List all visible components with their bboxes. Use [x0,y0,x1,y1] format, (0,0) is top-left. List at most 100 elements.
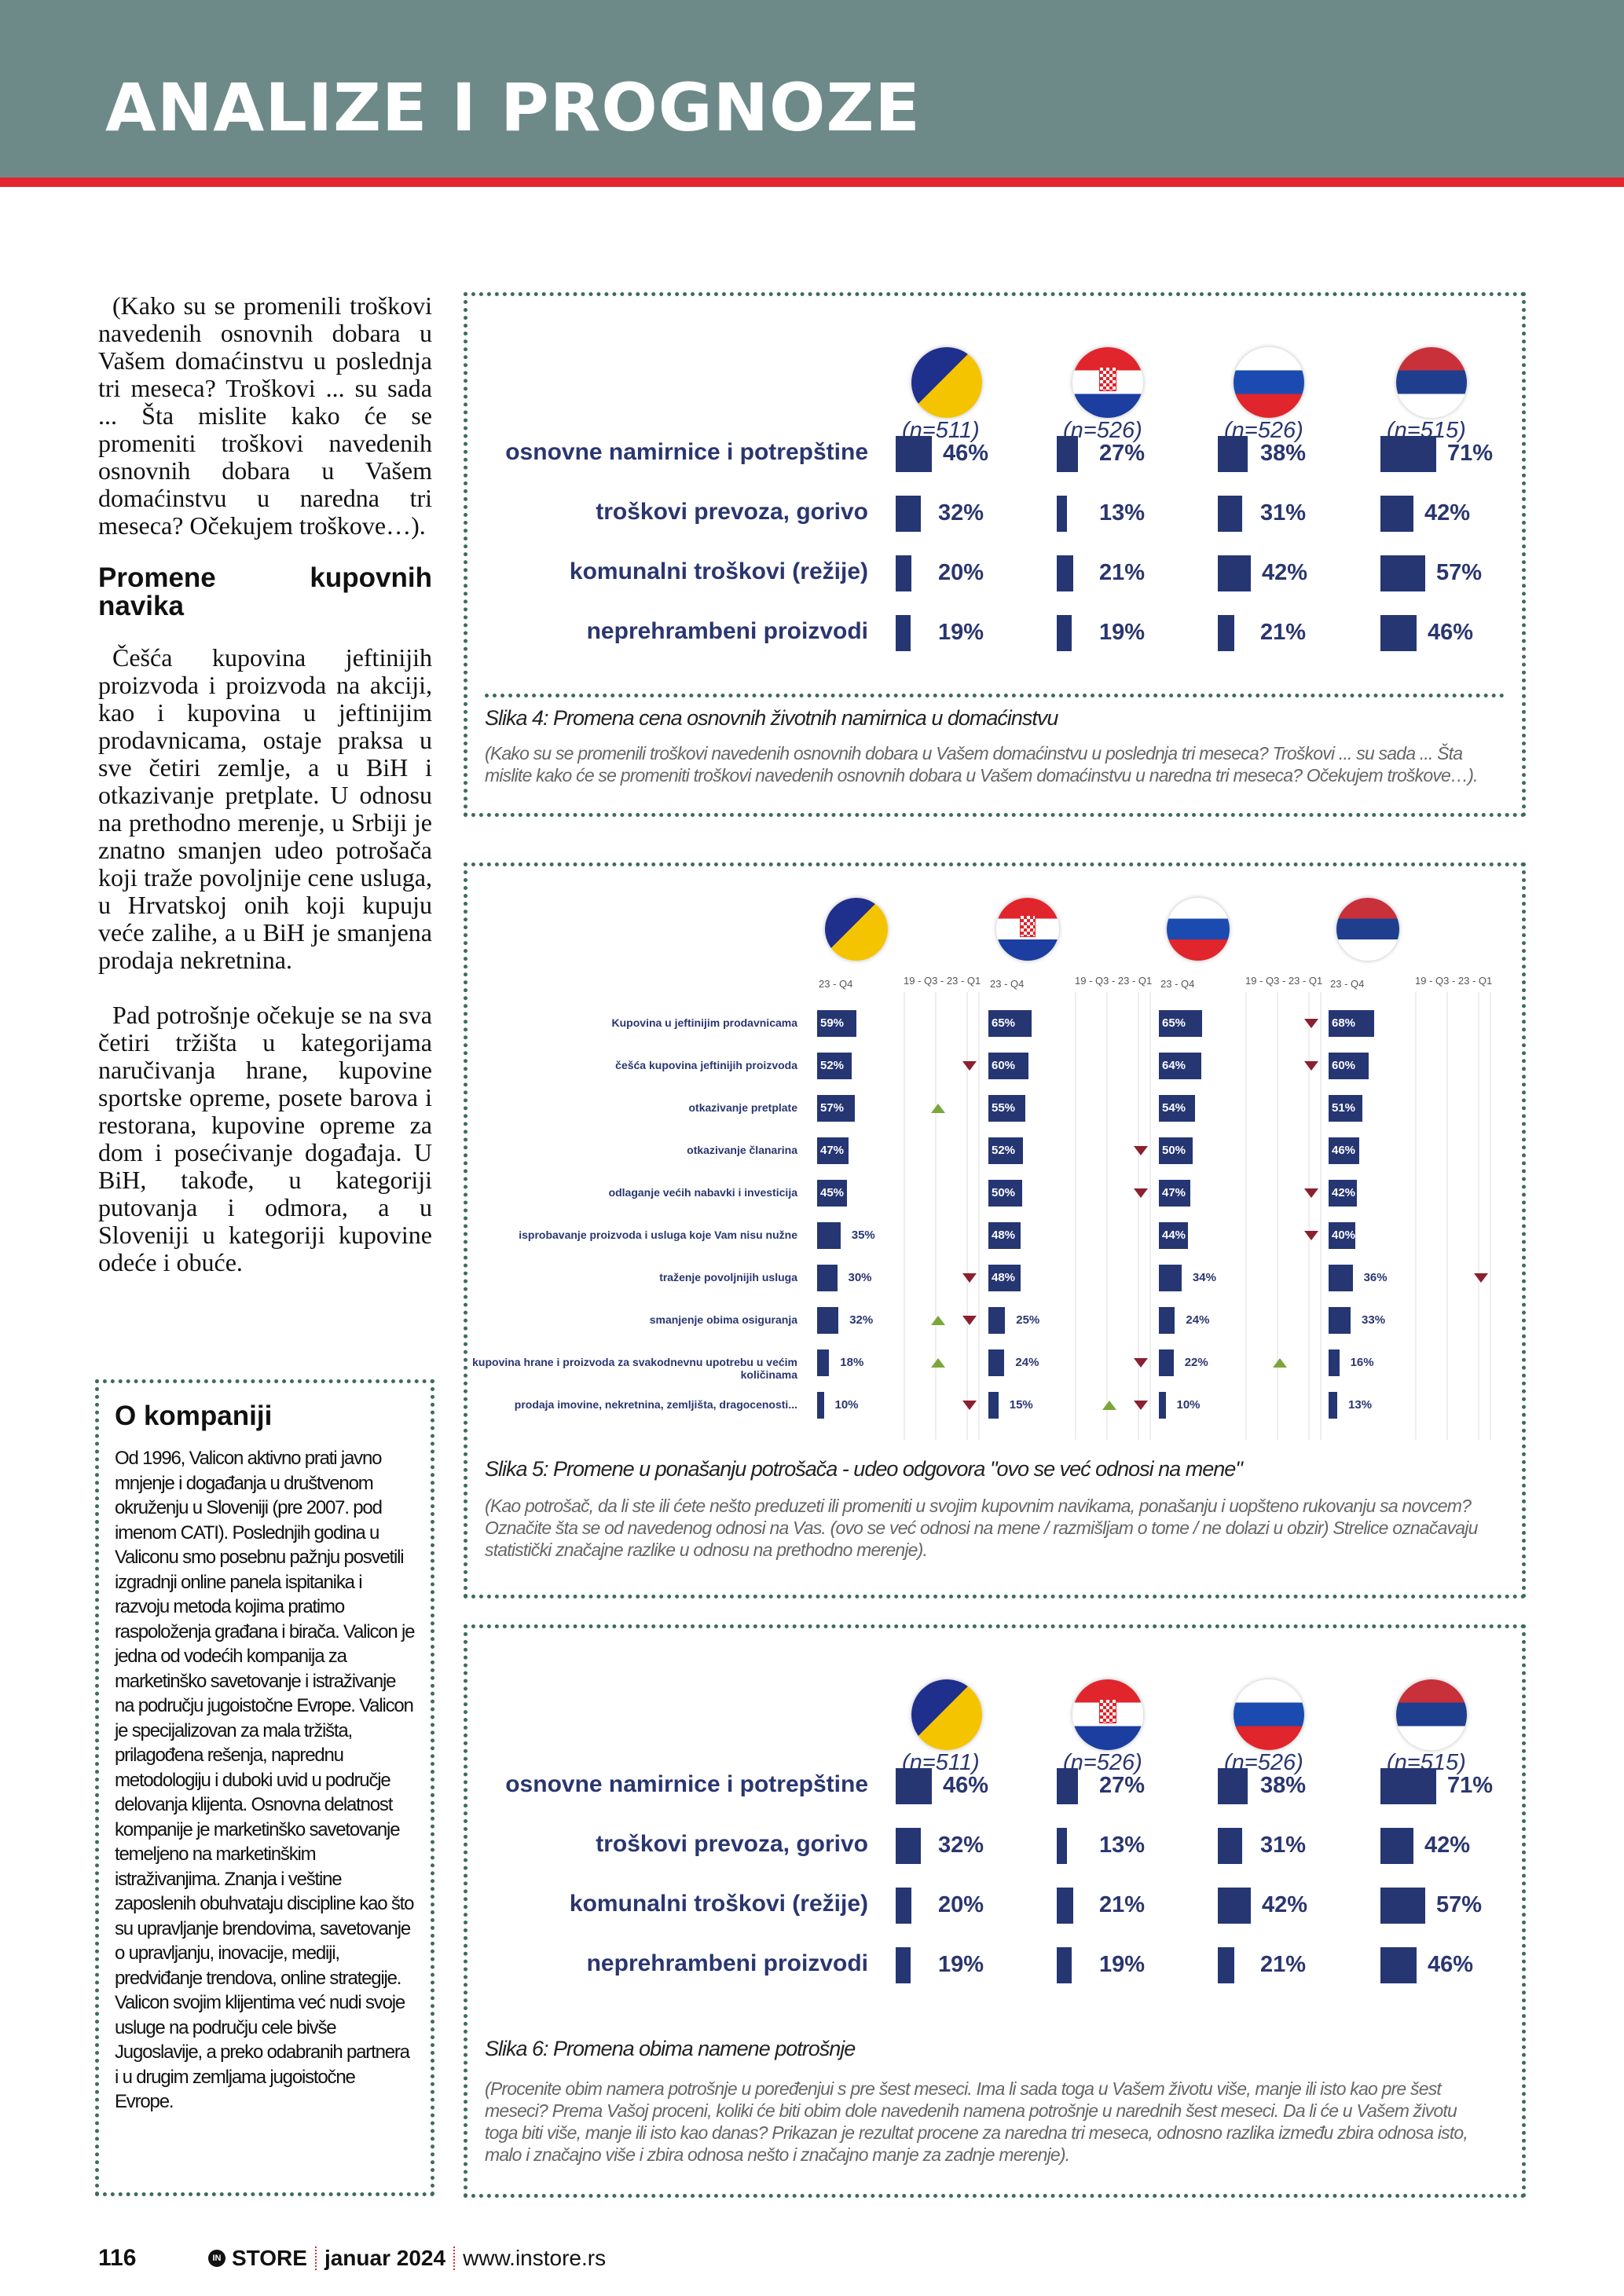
value-label: 44% [1162,1229,1186,1242]
bar [988,1265,1021,1291]
figure-5: 23 - Q4 19 - Q3 - 23 - Q1 59% 52% 57% 47% 45% 3… [464,862,1526,1598]
value-label: 52% [820,1059,845,1072]
bar [896,1888,911,1924]
value-label: 31% [1260,1833,1307,1858]
value-label: 47% [820,1144,845,1157]
bar [817,1265,838,1291]
value-label: 30% [848,1271,872,1284]
value-label: 10% [834,1398,859,1412]
brand-name: STORE [232,2246,307,2270]
bar [817,1137,849,1164]
bar [1218,615,1234,651]
website-link[interactable]: www.instore.rs [463,2246,607,2270]
value-label: 46% [1428,620,1474,645]
bar [1329,1307,1351,1334]
change-header: 19 - Q3 - 23 - Q1 [1415,975,1493,987]
arrow-down-icon [1474,1273,1488,1283]
value-label: 59% [820,1016,845,1030]
change-header: 19 - Q3 - 23 - Q1 [1075,975,1153,987]
value-label: 16% [1350,1356,1374,1369]
bar [817,1180,848,1207]
bar [988,1392,999,1419]
value-label: 52% [992,1144,1016,1157]
value-label: 21% [1099,560,1146,585]
bar [1057,1947,1072,1983]
page-number: 116 [98,2245,137,2271]
category-label: komunalni troškovi (režije) [569,558,868,584]
bar [896,555,911,591]
bar [1329,1137,1360,1164]
footer: 116 IN STORE januar 2024 www.instore.rs [98,2245,606,2272]
value-label: 47% [1162,1186,1186,1199]
value-label: 65% [1162,1016,1186,1030]
value-label: 19% [938,1952,984,1977]
value-label: 45% [820,1186,845,1199]
category-label: troškovi prevoza, gorivo [596,499,868,525]
period-header: 23 - Q4 [819,978,853,990]
flag-slovenia-icon [1167,898,1230,961]
gridline [1138,992,1139,1440]
value-label: 19% [1099,1952,1146,1977]
value-label: 20% [938,1892,984,1917]
value-label: 60% [992,1059,1016,1072]
flag-croatia-icon [1072,347,1143,418]
bar [1380,436,1436,472]
bar [1057,1888,1073,1924]
gridline [935,992,937,1440]
bar [896,496,921,532]
header-accent-line [0,178,1624,187]
category-label: osnovne namirnice i potrepštine [505,1771,868,1797]
value-label: 46% [1332,1144,1356,1157]
value-label: 24% [1015,1356,1039,1369]
bar [1329,1349,1340,1376]
bar [1159,1265,1182,1291]
bar [988,1053,1028,1079]
category-label: smanjenje obima osiguranja [649,1313,797,1326]
value-label: 10% [1176,1398,1201,1412]
category-label: isprobavanje proizvoda i usluga koje Vam… [519,1229,797,1241]
value-label: 19% [938,620,984,645]
arrow-down-icon [1304,1019,1318,1028]
gridline [1149,992,1151,1440]
paragraph: Češća kupovina jeftinijih proizvoda i pr… [98,643,432,974]
gridline [1277,992,1278,1440]
value-label: 42% [1262,560,1308,585]
article-column: (Kako su se promenili troškovi navedenih… [98,292,432,1304]
value-label: 32% [938,1833,984,1858]
coat-of-arms-icon [1020,915,1036,937]
value-label: 32% [849,1313,874,1327]
category-label: otkazivanje članarina [687,1144,797,1156]
bar [1057,615,1072,651]
bar [817,1222,841,1249]
section-heading: Promene kupovnih navika [98,562,432,621]
bar [1159,1180,1190,1207]
value-label: 38% [1260,441,1307,466]
bar [817,1053,852,1079]
bar [1380,1888,1425,1924]
bar [1159,1053,1202,1079]
value-label: 27% [1099,1773,1146,1798]
bar [1380,1768,1436,1804]
arrow-down-icon [962,1061,977,1071]
bar [1329,1222,1355,1249]
value-label: 55% [992,1101,1016,1115]
period-header: 23 - Q4 [990,978,1025,990]
bar [896,436,932,472]
bar [817,1307,839,1334]
gridline [1446,992,1448,1440]
gridline [966,992,968,1440]
gridline [1320,992,1322,1440]
category-label: troškovi prevoza, gorivo [596,1831,868,1857]
value-label: 51% [1332,1101,1356,1115]
arrow-down-icon [962,1401,977,1410]
category-label: odlaganje većih nabavki i investicija [608,1186,797,1199]
arrow-down-icon [1304,1231,1318,1240]
bar [817,1392,824,1419]
bar [1218,496,1242,532]
value-label: 42% [1424,1833,1471,1858]
figure-caption: Slika 5: Promene u ponašanju potrošača -… [485,1457,1243,1481]
bar [1159,1307,1175,1334]
issue-date: januar 2024 [324,2246,446,2270]
value-label: 65% [992,1016,1016,1030]
bar [988,1349,1005,1376]
